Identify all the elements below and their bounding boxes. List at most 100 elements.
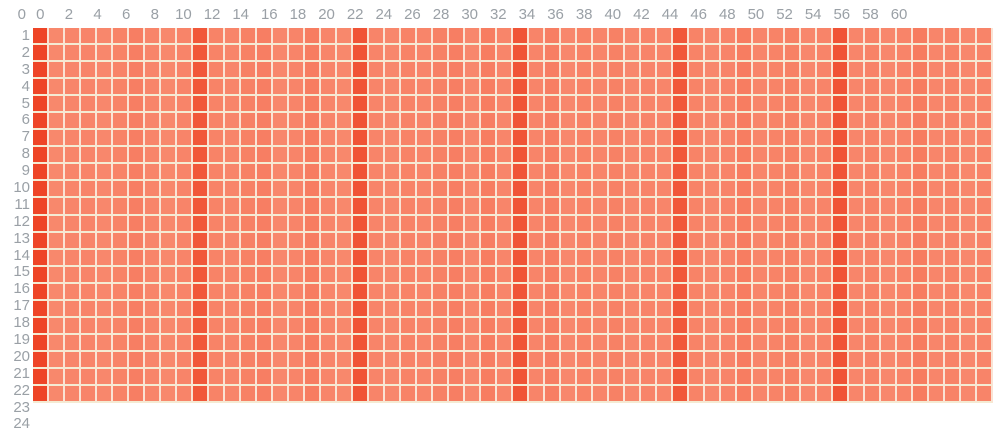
heatmap-cell [529,45,545,63]
heatmap-cell [129,28,145,46]
heatmap-cell [657,198,673,216]
heatmap-cell [545,215,561,233]
heatmap-cell [561,232,577,250]
heatmap-cell [273,198,289,216]
heatmap-cell [497,215,513,233]
heatmap-cell [721,215,737,233]
heatmap-cell [705,181,721,199]
heatmap-cell [449,232,465,250]
heatmap-cell [577,28,593,46]
heatmap-cell [753,96,769,114]
heatmap-cell [593,130,609,148]
heatmap-cell [961,334,977,352]
heatmap-cell [225,300,241,318]
heatmap-cell [785,266,801,284]
heatmap-cell [561,147,577,165]
heatmap-cell [353,45,369,63]
x-axis: 0 0 2 4 6 8 10 12 14 16 18 20 22 24 26 28 30 32 34 36 38 40 4… [0,0,1000,28]
heatmap-cell [385,45,401,63]
heatmap-cell [401,62,417,80]
heatmap-cell [913,317,929,335]
heatmap-cell [577,300,593,318]
heatmap-cell [369,28,385,46]
x-axis-tick-label: 42 [633,5,650,23]
heatmap-cell [833,113,849,131]
heatmap-cell [129,215,145,233]
heatmap-cell [65,147,81,165]
heatmap-cell [977,334,993,352]
heatmap-cell [833,96,849,114]
heatmap-cell [129,113,145,131]
heatmap-cell [385,147,401,165]
heatmap-cell [673,266,689,284]
heatmap-cell [81,130,97,148]
heatmap-cell [865,385,881,404]
heatmap-cell [801,181,817,199]
heatmap-cell [385,368,401,386]
heatmap-cell [49,164,65,182]
heatmap-cell [753,317,769,335]
heatmap-cell [113,266,129,284]
heatmap-cell [97,368,113,386]
heatmap-cell [369,45,385,63]
heatmap-cell [833,249,849,267]
heatmap-cell [497,79,513,97]
heatmap-cell [929,351,945,369]
heatmap-cell [593,266,609,284]
heatmap-cell [833,283,849,301]
heatmap-cell [897,368,913,386]
heatmap-cell [433,96,449,114]
heatmap-cell [737,45,753,63]
heatmap-cell [481,130,497,148]
heatmap-cell [497,300,513,318]
heatmap-cell [513,164,529,182]
heatmap-cell [897,317,913,335]
heatmap-cell [817,351,833,369]
heatmap-cell [65,130,81,148]
heatmap-cell [849,351,865,369]
heatmap-cell [177,266,193,284]
heatmap-cell [33,181,49,199]
heatmap-cell [177,283,193,301]
heatmap-cell [353,249,369,267]
heatmap-cell [433,300,449,318]
heatmap-cell [209,147,225,165]
heatmap-cell [977,45,993,63]
heatmap-cell [561,79,577,97]
heatmap-cell [865,113,881,131]
heatmap-cell [129,368,145,386]
heatmap-cell [401,266,417,284]
heatmap-cell [97,113,113,131]
heatmap-cell [785,45,801,63]
heatmap-cell [129,266,145,284]
heatmap-cell [833,300,849,318]
heatmap-cell [481,283,497,301]
heatmap-cell [305,368,321,386]
heatmap-cell [449,283,465,301]
heatmap-cell [945,62,961,80]
heatmap-cell [129,351,145,369]
heatmap-cell [737,283,753,301]
heatmap-cell [433,249,449,267]
heatmap-cell [97,96,113,114]
heatmap-cell [865,232,881,250]
heatmap-cell [33,79,49,97]
heatmap-cell [849,249,865,267]
heatmap-cell [65,266,81,284]
heatmap-cell [193,215,209,233]
heatmap-cell [785,351,801,369]
heatmap-cell [33,198,49,216]
heatmap-cell [337,351,353,369]
heatmap-cell [897,215,913,233]
heatmap-cell [289,45,305,63]
heatmap-cell [337,28,353,46]
heatmap-cell [257,113,273,131]
heatmap-cell [113,113,129,131]
heatmap-cell [273,79,289,97]
heatmap-cell [113,368,129,386]
heatmap-cell [977,181,993,199]
heatmap-cell [529,28,545,46]
heatmap-cell [465,45,481,63]
heatmap-cell [305,283,321,301]
heatmap-cell [929,181,945,199]
